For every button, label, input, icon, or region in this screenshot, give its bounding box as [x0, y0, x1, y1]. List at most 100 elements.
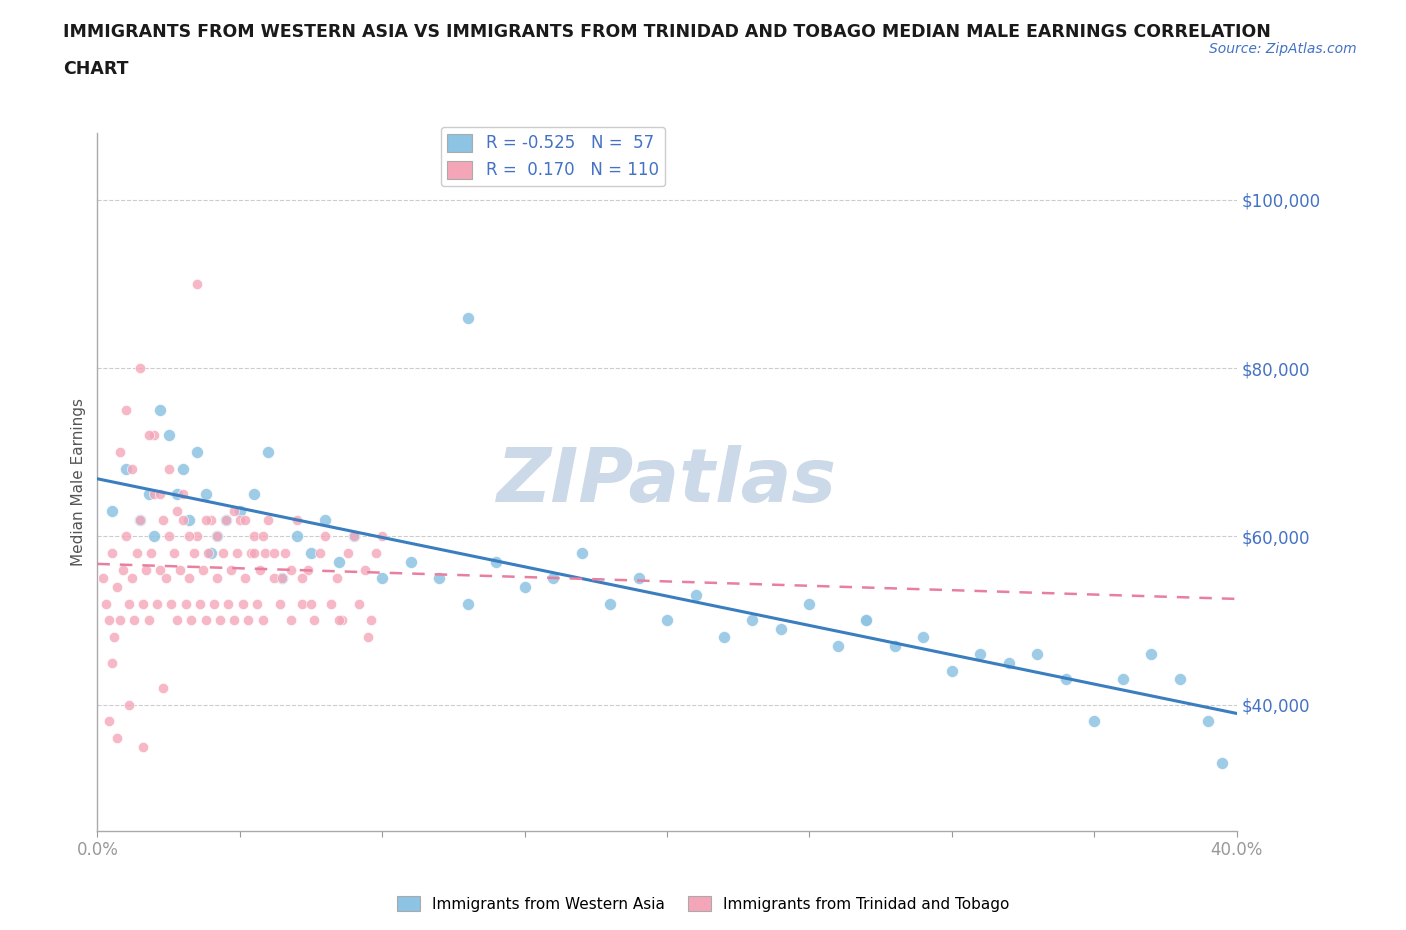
- Point: [200, 546, 222, 561]
- Point: [194, 613, 217, 628]
- Point: [855, 613, 877, 628]
- Point: [571, 546, 593, 561]
- Point: [912, 630, 935, 644]
- Point: [252, 613, 274, 628]
- Point: [186, 529, 208, 544]
- Point: [149, 563, 172, 578]
- Point: [118, 698, 141, 712]
- Point: [97, 714, 120, 729]
- Point: [124, 613, 146, 628]
- Point: [100, 655, 122, 670]
- Point: [291, 571, 314, 586]
- Point: [1083, 714, 1105, 729]
- Point: [172, 461, 194, 476]
- Point: [457, 311, 479, 325]
- Point: [97, 613, 120, 628]
- Point: [969, 646, 991, 661]
- Point: [143, 428, 166, 443]
- Point: [685, 588, 707, 603]
- Point: [186, 276, 208, 291]
- Point: [299, 546, 322, 561]
- Point: [108, 445, 131, 459]
- Point: [883, 638, 905, 653]
- Point: [371, 571, 394, 586]
- Point: [246, 596, 269, 611]
- Point: [138, 428, 160, 443]
- Point: [191, 563, 214, 578]
- Point: [166, 487, 188, 502]
- Point: [127, 546, 149, 561]
- Point: [297, 563, 319, 578]
- Point: [457, 596, 479, 611]
- Point: [741, 613, 763, 628]
- Point: [274, 546, 297, 561]
- Point: [188, 596, 211, 611]
- Point: [177, 571, 200, 586]
- Point: [257, 445, 280, 459]
- Point: [208, 613, 231, 628]
- Point: [337, 546, 360, 561]
- Point: [94, 596, 117, 611]
- Point: [163, 546, 186, 561]
- Point: [269, 596, 291, 611]
- Point: [314, 529, 336, 544]
- Point: [211, 546, 233, 561]
- Point: [285, 529, 308, 544]
- Point: [217, 596, 239, 611]
- Point: [240, 546, 263, 561]
- Point: [243, 546, 266, 561]
- Point: [354, 563, 377, 578]
- Point: [263, 546, 285, 561]
- Point: [129, 512, 152, 527]
- Point: [998, 655, 1021, 670]
- Point: [302, 613, 325, 628]
- Legend: R = -0.525   N =  57, R =  0.170   N = 110: R = -0.525 N = 57, R = 0.170 N = 110: [440, 127, 665, 186]
- Point: [1112, 672, 1135, 687]
- Point: [149, 403, 172, 418]
- Point: [427, 571, 450, 586]
- Point: [214, 512, 236, 527]
- Point: [243, 529, 266, 544]
- Point: [129, 361, 152, 376]
- Point: [291, 596, 314, 611]
- Point: [271, 571, 294, 586]
- Point: [314, 512, 336, 527]
- Point: [194, 512, 217, 527]
- Point: [280, 613, 302, 628]
- Point: [655, 613, 678, 628]
- Text: CHART: CHART: [63, 60, 129, 78]
- Point: [513, 579, 536, 594]
- Point: [157, 529, 180, 544]
- Point: [172, 512, 194, 527]
- Point: [222, 613, 245, 628]
- Point: [149, 487, 172, 502]
- Point: [166, 613, 188, 628]
- Point: [229, 512, 252, 527]
- Point: [249, 563, 271, 578]
- Point: [855, 613, 877, 628]
- Point: [141, 546, 163, 561]
- Point: [252, 529, 274, 544]
- Point: [799, 596, 821, 611]
- Point: [157, 461, 180, 476]
- Point: [114, 529, 136, 544]
- Point: [152, 512, 174, 527]
- Point: [111, 563, 134, 578]
- Point: [325, 571, 347, 586]
- Point: [235, 512, 257, 527]
- Point: [143, 529, 166, 544]
- Point: [1211, 756, 1233, 771]
- Point: [343, 529, 366, 544]
- Point: [202, 596, 225, 611]
- Point: [105, 579, 128, 594]
- Point: [194, 487, 217, 502]
- Point: [371, 529, 394, 544]
- Point: [360, 613, 382, 628]
- Point: [627, 571, 650, 586]
- Point: [91, 571, 114, 586]
- Point: [599, 596, 621, 611]
- Point: [713, 630, 735, 644]
- Point: [100, 546, 122, 561]
- Point: [226, 546, 249, 561]
- Point: [238, 613, 260, 628]
